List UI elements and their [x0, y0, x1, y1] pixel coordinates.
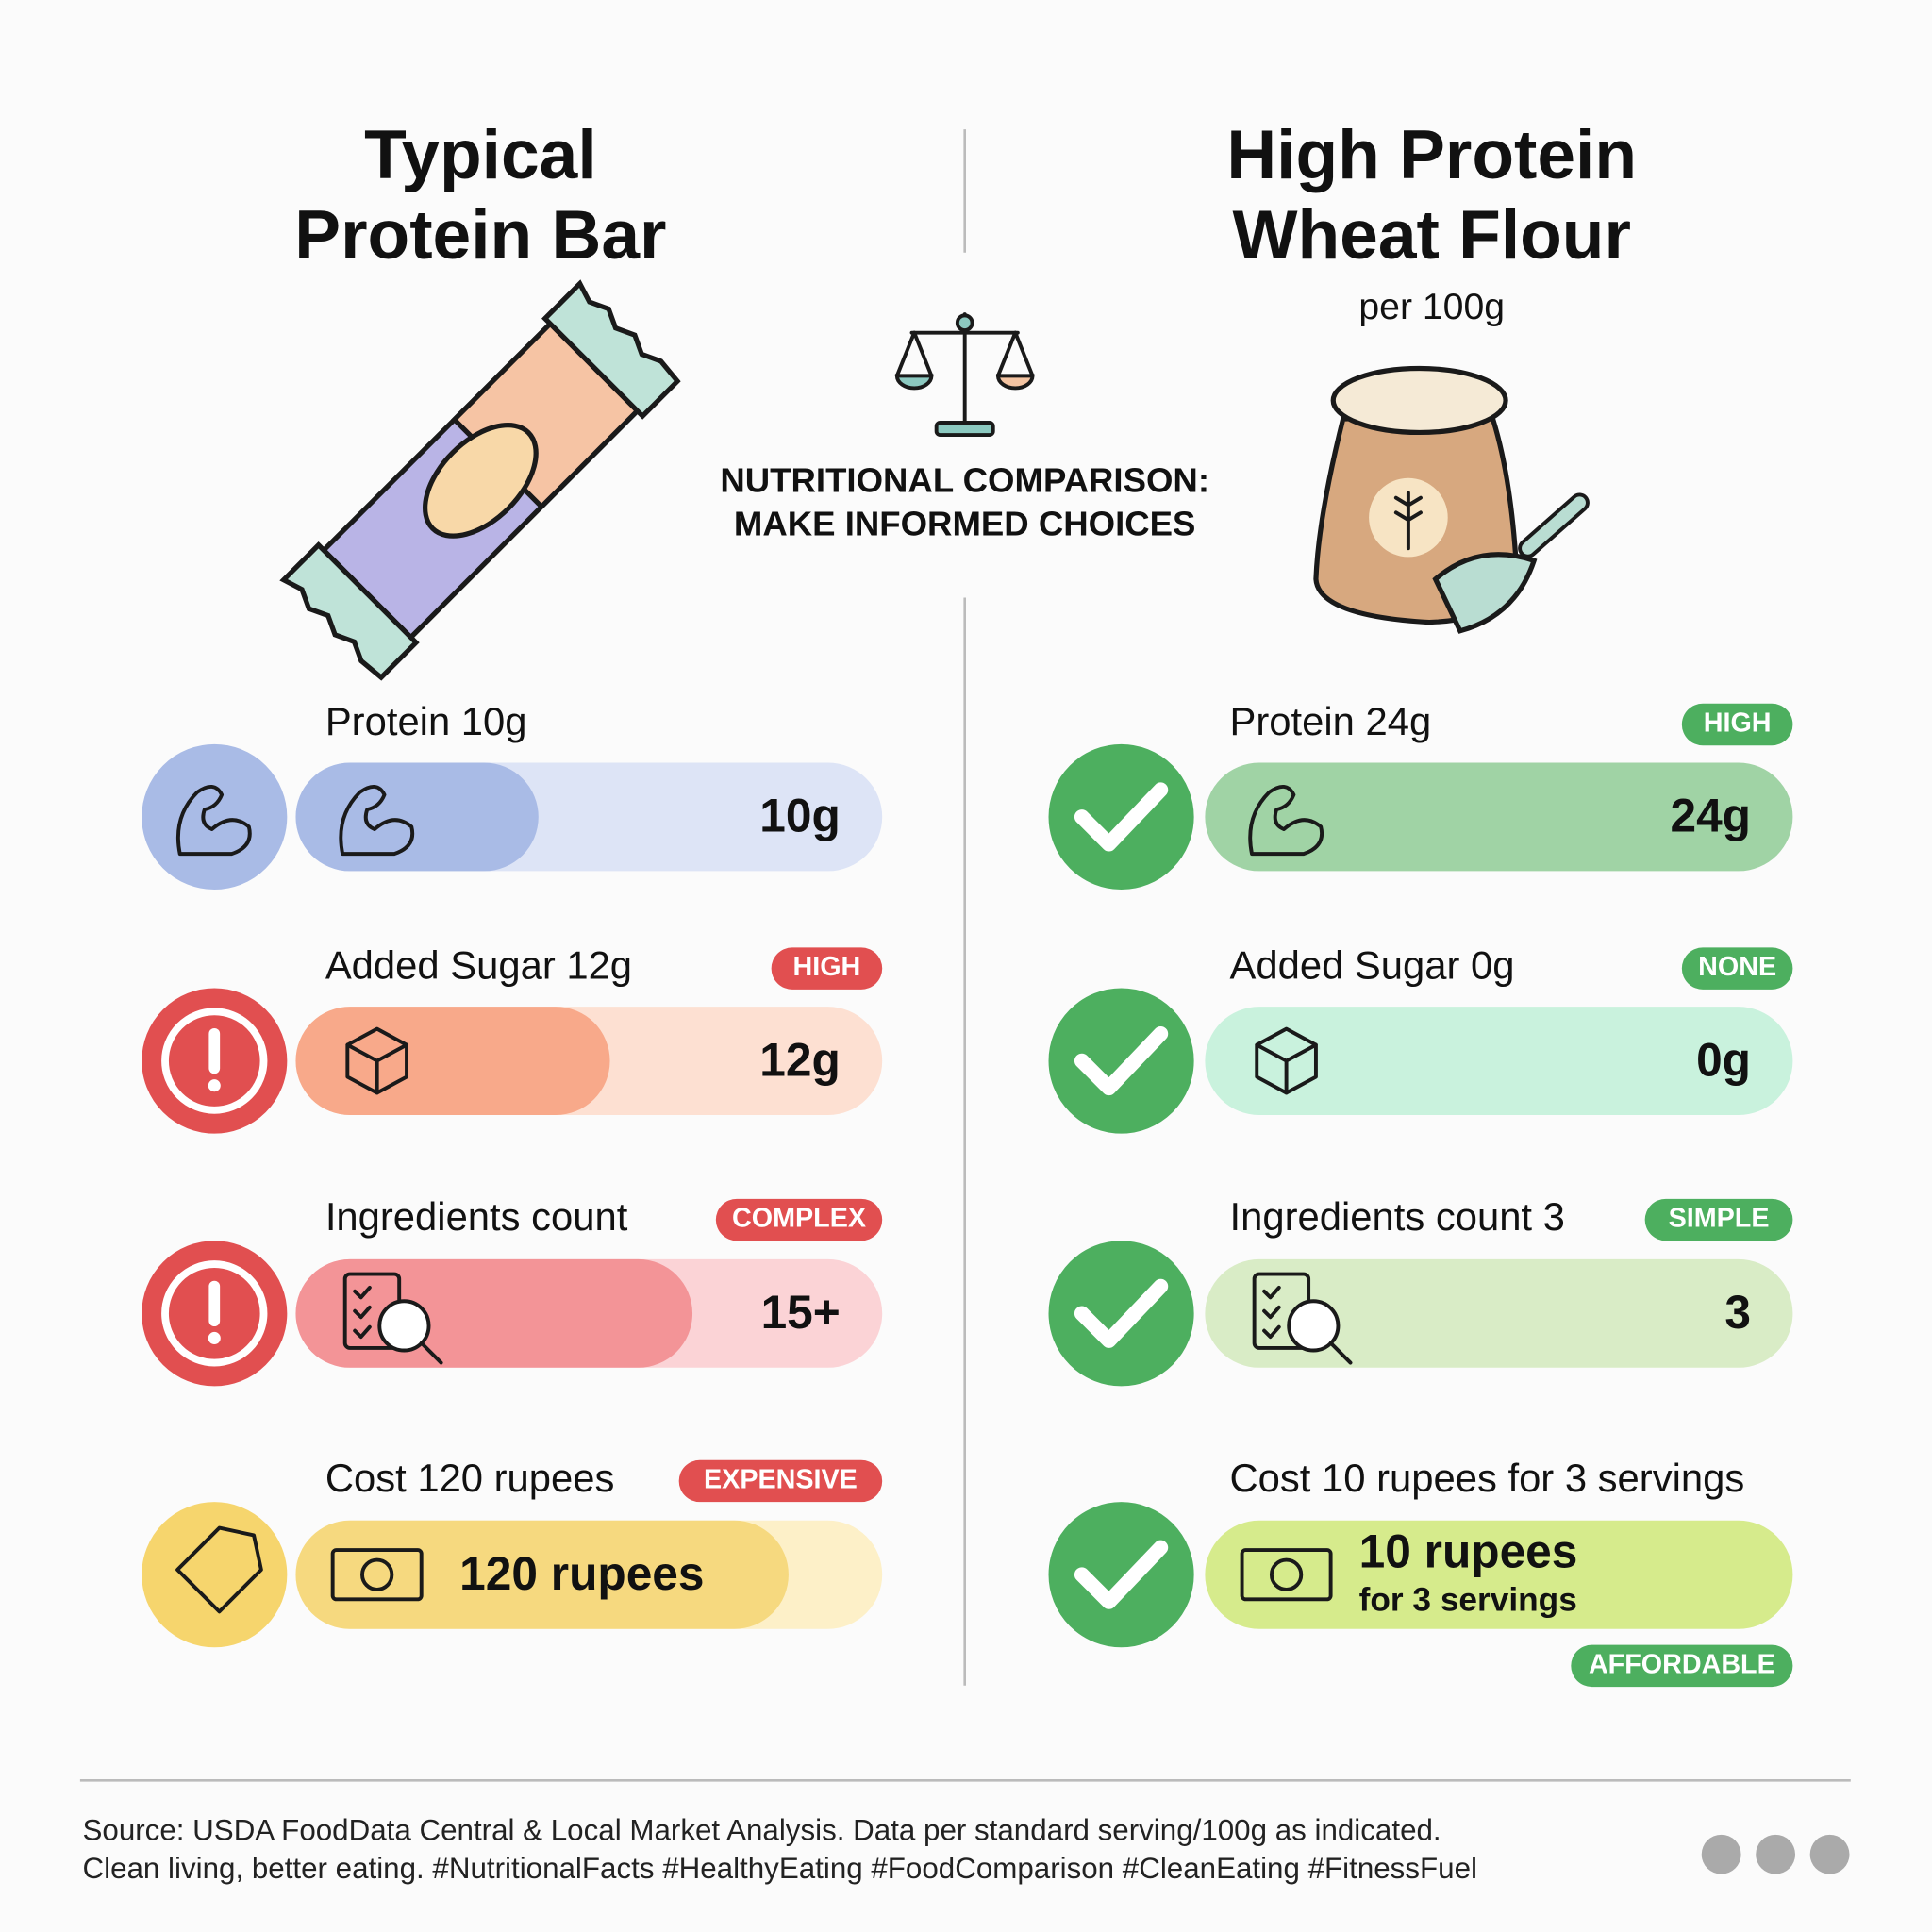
row-value: 10 rupees	[1359, 1524, 1578, 1577]
status-circle	[1041, 1494, 1202, 1656]
row-label: Cost 10 rupees for 3 servings	[1230, 1456, 1745, 1500]
badge	[1571, 1644, 1793, 1688]
badge-text: HIGH	[1704, 708, 1772, 739]
price-tag	[175, 1525, 263, 1614]
row-value-note: for 3 servings	[1359, 1581, 1577, 1618]
left-title: Protein Bar	[294, 197, 666, 274]
muscle-icon	[1248, 785, 1324, 857]
note-coin	[360, 1557, 394, 1591]
status-circle	[1041, 737, 1202, 897]
badge	[1644, 1198, 1793, 1241]
muscle-icon	[339, 785, 415, 857]
magnifier	[1287, 1299, 1341, 1353]
status-circle	[134, 1494, 295, 1656]
bar-track	[1205, 1520, 1793, 1629]
cube-icon	[345, 1026, 408, 1095]
bar-fill	[295, 1520, 789, 1629]
row-value: 0g	[1696, 1033, 1751, 1086]
status-circle	[1041, 980, 1202, 1141]
row-label: Ingredients count	[325, 1194, 628, 1239]
check-mark	[1074, 1025, 1169, 1096]
list-icon	[342, 1272, 443, 1365]
center-heading: MAKE INFORMED CHOICES	[734, 504, 1196, 542]
list-lines	[1262, 1285, 1281, 1340]
magnifier-handle	[1328, 1341, 1353, 1365]
row-value: 12g	[759, 1033, 841, 1086]
bar-track	[1205, 1007, 1793, 1116]
magnifier	[377, 1299, 431, 1353]
alert-dot	[208, 1331, 221, 1344]
badge	[771, 947, 883, 990]
footer-text: Source: USDA FoodData Central & Local Ma…	[83, 1813, 1441, 1846]
list-icon	[1252, 1272, 1353, 1365]
cube-icon	[1255, 1026, 1318, 1095]
bar-fill	[295, 762, 539, 872]
footer-text: Clean living, better eating. #Nutritiona…	[83, 1852, 1477, 1885]
left-title: Typical	[364, 117, 597, 193]
cash-icon	[330, 1548, 424, 1602]
protein-bar-illustration	[279, 279, 681, 681]
cube-path	[345, 1026, 408, 1095]
note-coin	[1269, 1557, 1304, 1591]
badge-text: SIMPLE	[1669, 1204, 1770, 1234]
muscle-path	[1248, 785, 1324, 857]
row-label: Cost 120 rupees	[325, 1456, 615, 1500]
badge-text: NONE	[1698, 952, 1776, 982]
row-label: Ingredients count 3	[1230, 1194, 1565, 1239]
row-value: 3	[1724, 1286, 1751, 1339]
check-mark	[1074, 1540, 1169, 1609]
muscle-path	[339, 785, 415, 857]
cash-icon	[1240, 1548, 1333, 1602]
row-value: 10g	[759, 790, 841, 842]
youtube-icon[interactable]	[1809, 1834, 1850, 1874]
alert-ring	[161, 1008, 268, 1114]
note	[330, 1548, 424, 1602]
muscle-icon	[175, 785, 252, 857]
instagram-icon[interactable]	[1756, 1834, 1796, 1874]
scale-icon	[894, 312, 1035, 438]
flour-sack-illustration	[1313, 365, 1590, 634]
magnifier-handle	[419, 1341, 443, 1365]
badge	[678, 1459, 883, 1503]
row-value: 24g	[1670, 790, 1751, 842]
badge	[1681, 947, 1793, 990]
row-label: Added Sugar 12g	[325, 943, 632, 988]
check-mark	[1074, 782, 1169, 852]
bar-track	[1205, 762, 1793, 872]
facebook-icon[interactable]	[1701, 1834, 1741, 1874]
right-title: High Protein	[1226, 117, 1637, 193]
bar-track	[1205, 1258, 1793, 1368]
alert-dot	[208, 1079, 221, 1092]
bar-fill	[295, 1007, 610, 1116]
list-lines	[353, 1285, 372, 1340]
alert-ring	[161, 1260, 268, 1367]
row-value: 120 rupees	[459, 1547, 704, 1600]
status-circle	[134, 737, 295, 897]
muscle-path	[175, 785, 252, 857]
cube-path	[1255, 1026, 1318, 1095]
row-label: Protein 24g	[1230, 699, 1432, 743]
badge-text: AFFORDABLE	[1589, 1649, 1775, 1679]
right-subtitle: per 100g	[1358, 287, 1505, 327]
check-mark	[1074, 1278, 1169, 1348]
right-title: Wheat Flour	[1232, 197, 1630, 274]
badge-text: EXPENSIVE	[704, 1465, 858, 1495]
badge	[1681, 703, 1793, 746]
row-label: Protein 10g	[325, 699, 527, 743]
badge	[715, 1198, 883, 1241]
badge-text: HIGH	[793, 952, 861, 982]
row-label: Added Sugar 0g	[1230, 943, 1515, 988]
note	[1240, 1548, 1333, 1602]
row-value: 15+	[761, 1286, 841, 1339]
status-circle	[1041, 1233, 1202, 1394]
badge-text: COMPLEX	[732, 1204, 866, 1234]
center-heading: NUTRITIONAL COMPARISON:	[720, 461, 1209, 500]
